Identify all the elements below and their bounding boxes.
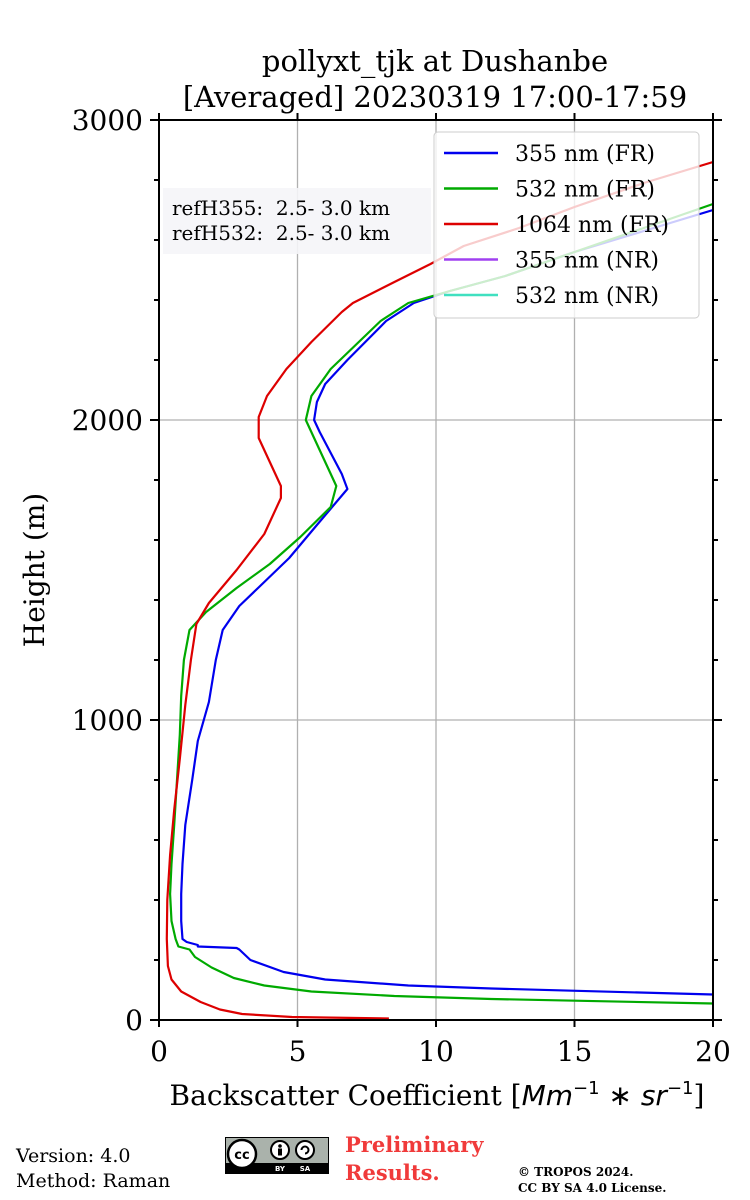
y-tick-label: 3000 — [72, 104, 143, 137]
svg-text:SA: SA — [300, 1165, 311, 1173]
x-tick-label: 0 — [150, 1035, 168, 1068]
legend: 355 nm (FR) 532 nm (FR) 1064 nm (FR) 355 nm… — [433, 131, 700, 319]
preliminary-line1: Preliminary — [345, 1132, 484, 1157]
series-line-1 — [169, 202, 713, 1005]
preliminary-notice: Preliminary Results. — [345, 1131, 484, 1187]
y-tick-label: 0 — [125, 1004, 143, 1037]
y-axis-label: Height (m) — [18, 493, 51, 647]
sa-icon — [295, 1140, 315, 1160]
copyright-line2: CC BY SA 4.0 License. — [518, 1181, 667, 1195]
ref-height-355: refH355: 2.5- 3.0 km — [172, 196, 390, 220]
series-line-0 — [180, 208, 713, 996]
cc-icon — [226, 1138, 258, 1170]
svg-text:cc: cc — [234, 1148, 249, 1163]
chart-title-line2: [Averaged] 20230319 17:00-17:59 — [183, 80, 687, 114]
copyright-line1: © TROPOS 2024. — [518, 1165, 634, 1179]
cc-by-sa-badge: cc BY SA — [225, 1137, 329, 1174]
axis-ticks: 0 5 10 15 20 0 1000 2000 3000 — [72, 104, 731, 1068]
svg-text:BY: BY — [275, 1165, 286, 1173]
preliminary-line2: Results. — [345, 1160, 440, 1185]
y-tick-label: 2000 — [72, 404, 143, 437]
y-tick-label: 1000 — [72, 704, 143, 737]
x-axis-label: Backscatter Coefficient [Mm−1 ∗ sr−1] — [170, 1078, 705, 1112]
version-text: Version: 4.0 — [16, 1145, 131, 1167]
ref-height-532: refH532: 2.5- 3.0 km — [172, 221, 390, 245]
legend-label-0: 355 nm (FR) — [515, 142, 655, 167]
legend-label-4: 532 nm (NR) — [515, 284, 659, 309]
legend-label-1: 532 nm (FR) — [515, 178, 655, 203]
x-tick-label: 20 — [695, 1035, 731, 1068]
chart-title-line1: pollyxt_tjk at Dushanbe — [262, 44, 608, 79]
series-layer — [165, 160, 713, 1020]
x-tick-label: 10 — [418, 1035, 454, 1068]
x-tick-label: 15 — [557, 1035, 593, 1068]
legend-label-2: 1064 nm (FR) — [515, 213, 669, 238]
x-tick-label: 5 — [289, 1035, 307, 1068]
ref-height-box: refH355: 2.5- 3.0 km refH532: 2.5- 3.0 k… — [163, 188, 431, 254]
series-line-2 — [165, 160, 713, 1020]
legend-label-3: 355 nm (NR) — [515, 249, 659, 274]
copyright: © TROPOS 2024. CC BY SA 4.0 License. — [518, 1164, 666, 1196]
version-method: Version: 4.0 Method: Raman — [16, 1144, 170, 1194]
method-text: Method: Raman — [16, 1170, 171, 1192]
